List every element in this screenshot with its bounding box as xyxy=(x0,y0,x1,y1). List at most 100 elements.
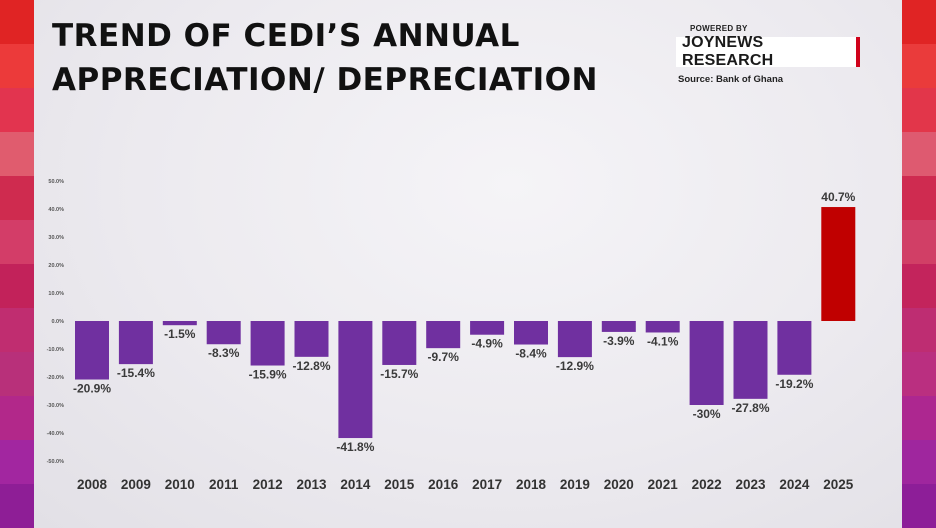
frame-tile xyxy=(902,352,936,396)
x-tick-label: 2017 xyxy=(472,477,502,492)
frame-tile xyxy=(902,0,936,44)
x-tick-label: 2013 xyxy=(296,477,327,492)
frame-tile xyxy=(902,484,936,528)
frame-tile xyxy=(0,0,34,44)
bar xyxy=(426,321,461,349)
frame-tile xyxy=(0,132,34,176)
bar xyxy=(470,321,505,335)
x-tick-label: 2014 xyxy=(340,477,371,492)
data-label: -9.7% xyxy=(428,350,460,364)
frame-tile xyxy=(0,264,34,308)
data-label: -4.1% xyxy=(647,334,679,348)
x-tick-label: 2019 xyxy=(560,477,590,492)
y-tick-label: -20.0% xyxy=(47,375,65,381)
frame-tile xyxy=(0,88,34,132)
frame-tile xyxy=(0,220,34,264)
title-line-1: TREND OF CEDI’S ANNUAL xyxy=(52,18,520,54)
bar xyxy=(514,321,548,345)
bar xyxy=(294,321,329,357)
data-label: -3.9% xyxy=(603,334,635,348)
x-tick-label: 2024 xyxy=(779,477,810,492)
frame-tile xyxy=(902,308,936,352)
x-tick-label: 2015 xyxy=(384,477,415,492)
title-line-2: APPRECIATION/ DEPRECIATION xyxy=(52,62,598,98)
bar xyxy=(777,321,812,375)
bar xyxy=(118,321,153,365)
y-tick-label: -30.0% xyxy=(47,403,65,409)
y-tick-label: 50.0% xyxy=(48,179,64,185)
frame-tile xyxy=(0,352,34,396)
x-tick-label: 2018 xyxy=(516,477,547,492)
frame-tile xyxy=(902,132,936,176)
data-label: -30% xyxy=(693,407,721,421)
powered-by-label: POWERED BY xyxy=(690,24,748,33)
x-tick-label: 2020 xyxy=(604,477,634,492)
data-label: -27.8% xyxy=(731,401,769,415)
chart-panel xyxy=(34,0,902,528)
data-label: -15.4% xyxy=(117,366,155,380)
frame-tile xyxy=(0,440,34,484)
frame-tile xyxy=(902,44,936,88)
data-label: -19.2% xyxy=(775,377,813,391)
data-label: -15.9% xyxy=(249,368,287,382)
data-label: -8.3% xyxy=(208,346,240,360)
frame-tile xyxy=(902,264,936,308)
frame-tile xyxy=(0,396,34,440)
bar xyxy=(557,321,592,358)
y-tick-label: 0.0% xyxy=(51,319,64,325)
frame-tile xyxy=(0,176,34,220)
left-frame-strip xyxy=(0,0,34,528)
bar xyxy=(382,321,417,365)
x-tick-label: 2008 xyxy=(77,477,108,492)
data-label: 40.7% xyxy=(821,190,855,204)
x-tick-label: 2021 xyxy=(648,477,679,492)
y-tick-label: 10.0% xyxy=(48,291,64,297)
page-title: TREND OF CEDI’S ANNUAL APPRECIATION/ DEP… xyxy=(52,14,652,102)
data-label: -1.5% xyxy=(164,327,196,341)
frame-tile xyxy=(902,88,936,132)
data-label: -20.9% xyxy=(73,382,111,396)
frame-tile xyxy=(0,484,34,528)
x-tick-label: 2010 xyxy=(165,477,195,492)
data-label: -15.7% xyxy=(380,367,418,381)
y-tick-label: 20.0% xyxy=(48,263,64,269)
x-tick-label: 2016 xyxy=(428,477,459,492)
data-label: -4.9% xyxy=(471,337,503,351)
x-tick-label: 2012 xyxy=(253,477,283,492)
bar xyxy=(689,321,724,405)
bar xyxy=(162,321,197,326)
bar xyxy=(601,321,636,332)
data-label: -12.9% xyxy=(556,359,594,373)
bar xyxy=(75,321,109,380)
frame-tile xyxy=(0,44,34,88)
frame-tile xyxy=(902,176,936,220)
y-tick-label: -10.0% xyxy=(47,347,65,353)
frame-tile xyxy=(902,220,936,264)
bar xyxy=(733,321,768,399)
frame-tile xyxy=(902,396,936,440)
data-label: -12.8% xyxy=(292,359,330,373)
frame-tile xyxy=(902,440,936,484)
frame-tile xyxy=(0,308,34,352)
bar xyxy=(821,207,856,321)
brand-logo: JOYNEWS RESEARCH xyxy=(676,34,860,69)
y-tick-label: 30.0% xyxy=(48,235,64,241)
y-tick-label: -50.0% xyxy=(47,459,65,465)
bar xyxy=(645,321,680,333)
brand-name: JOYNEWS RESEARCH xyxy=(682,34,774,69)
bar xyxy=(250,321,285,366)
data-label: -8.4% xyxy=(515,347,547,361)
y-tick-label: 40.0% xyxy=(48,207,64,213)
bar xyxy=(338,321,373,439)
right-frame-strip xyxy=(902,0,936,528)
bar xyxy=(206,321,241,345)
data-label: -41.8% xyxy=(336,440,374,454)
y-tick-label: -40.0% xyxy=(47,431,65,437)
x-tick-label: 2025 xyxy=(823,477,854,492)
x-tick-label: 2011 xyxy=(209,477,239,492)
x-tick-label: 2023 xyxy=(735,477,766,492)
x-tick-label: 2009 xyxy=(121,477,151,492)
source-note: Source: Bank of Ghana xyxy=(678,74,784,85)
x-tick-label: 2022 xyxy=(692,477,722,492)
